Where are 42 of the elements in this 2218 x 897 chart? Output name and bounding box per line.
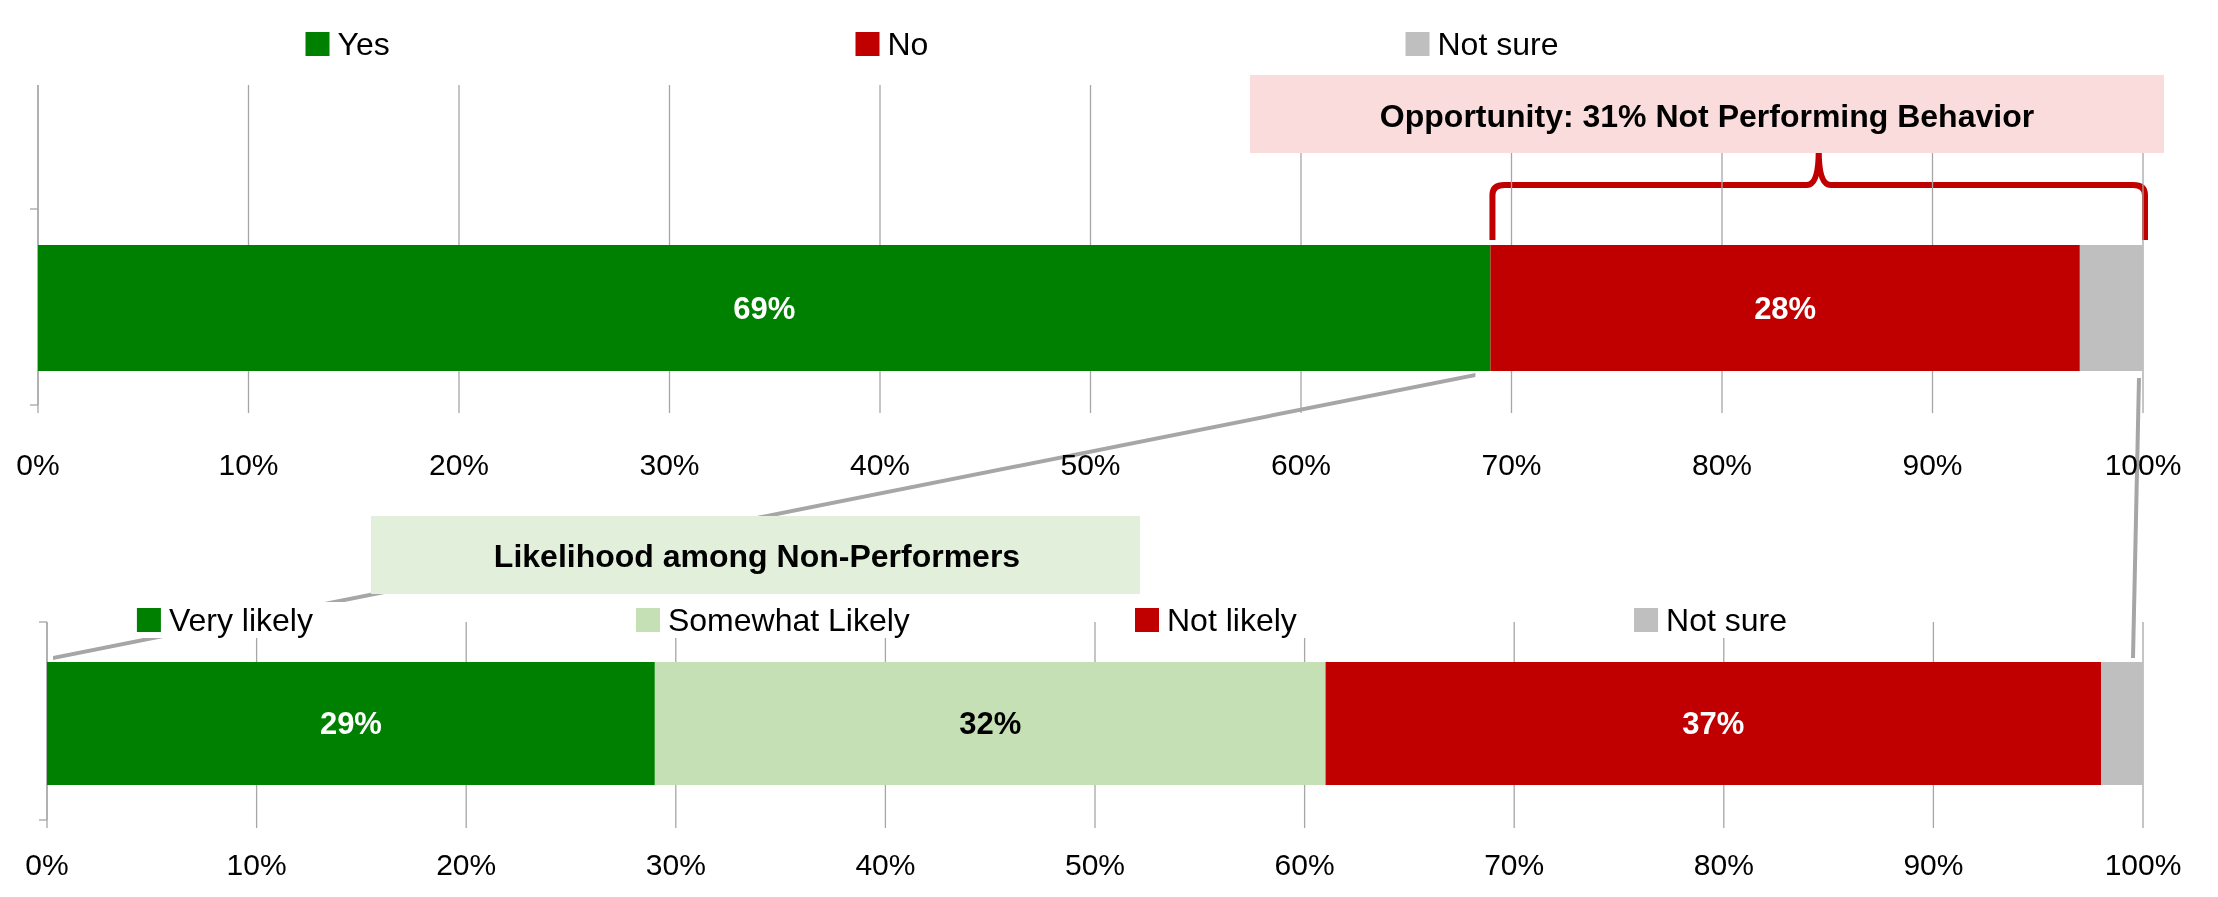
x-tick-label: 20% [436,848,497,881]
x-tick-label: 0% [25,848,69,881]
x-tick-label: 100% [2104,448,2182,481]
data-label: 69% [733,290,796,326]
x-tick-label: 80% [1693,848,1754,881]
legend-label: Yes [337,26,390,62]
x-tick-label: 50% [1060,448,1121,481]
x-tick-label: 70% [1481,448,1542,481]
annotation: Opportunity: 31% Not Performing Behavior [1379,98,2035,134]
bar [1325,662,2102,785]
legend-label: Very likely [168,602,313,638]
data-label: 28% [1754,290,1817,326]
x-tick-label: 30% [645,848,706,881]
x-tick-label: 90% [1903,848,1964,881]
x-tick-label: 80% [1691,448,1753,481]
x-tick-label: 40% [849,448,911,481]
bar [654,662,1326,785]
x-tick-label: 40% [855,848,916,881]
data-label: 37% [1682,706,1745,741]
x-tick-label: 30% [639,448,700,481]
data-label: 29% [319,706,382,741]
legend-label: Not likely [1167,602,1297,638]
legend-label: Not sure [1666,602,1787,638]
x-tick-label: 90% [1902,448,1963,481]
data-label: 32% [959,706,1022,741]
x-tick-label: 0% [16,448,60,481]
x-tick-label: 10% [226,848,287,881]
legend-label: No [887,26,929,62]
legend-label: Not sure [1437,26,1559,62]
x-tick-label: 10% [218,448,279,481]
legend-label: Somewhat Likely [667,602,910,638]
chart-title: Likelihood among Non-Performers [493,538,1021,574]
x-tick-label: 20% [428,448,490,481]
x-tick-label: 60% [1274,848,1335,881]
bar [2101,662,2143,785]
bar [47,662,655,785]
x-tick-label: 70% [1484,848,1545,881]
x-tick-label: 100% [2104,848,2182,881]
bar [2079,245,2143,371]
x-tick-label: 60% [1270,448,1332,481]
x-tick-label: 50% [1064,848,1126,881]
bar [1490,245,2080,371]
